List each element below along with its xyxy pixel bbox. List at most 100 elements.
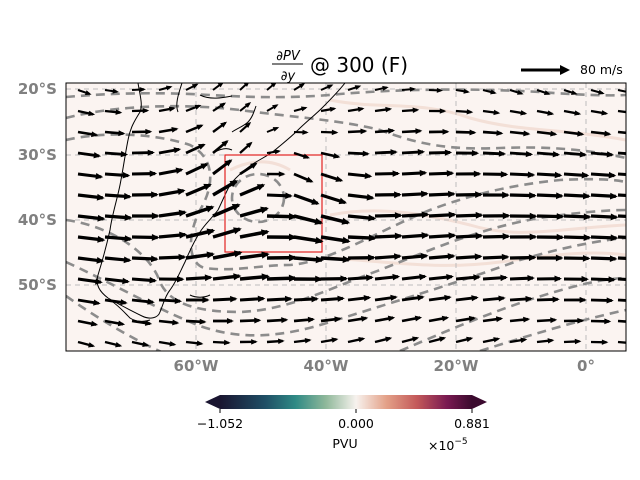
wind-vector-head xyxy=(302,129,309,135)
wind-vector-head xyxy=(84,90,92,95)
wind-vector-head xyxy=(527,171,536,179)
wind-vector-head xyxy=(337,295,345,302)
quiver-key-label: 80 m/s xyxy=(580,62,623,77)
wind-vector-head xyxy=(360,128,368,135)
lon-tick-labels: 60°W 40°W 20°W 0° xyxy=(174,357,595,375)
wind-vector-head xyxy=(394,212,403,219)
wind-vector-head xyxy=(278,171,286,177)
wind-vector-head xyxy=(547,338,555,344)
wind-vector-head xyxy=(245,141,253,149)
wind-vector-head xyxy=(233,227,242,235)
wind-vector-head xyxy=(315,256,324,264)
wind-vector xyxy=(617,214,626,219)
wind-vector xyxy=(617,130,626,135)
wind-vector-head xyxy=(390,294,398,301)
wind-vector xyxy=(617,298,626,302)
wind-vector-head xyxy=(382,85,389,91)
wind-vector-head xyxy=(169,341,177,347)
wind-vector-head xyxy=(288,233,297,241)
wind-vector-head xyxy=(88,110,96,117)
wind-vector-head xyxy=(315,275,324,283)
wind-vector-head xyxy=(581,275,589,283)
wind-vector-head xyxy=(251,339,258,345)
map-frame xyxy=(65,82,627,352)
wind-vector-head xyxy=(250,162,258,169)
lon-tick-0: 0° xyxy=(577,357,595,375)
wind-vector-head xyxy=(448,211,457,219)
wind-vector-head xyxy=(358,336,366,343)
quiver-key: 80 m/s xyxy=(521,62,623,77)
wind-vector-head xyxy=(123,192,132,200)
wind-vector-head xyxy=(409,86,416,92)
wind-vector-head xyxy=(311,295,319,303)
wind-vector-head xyxy=(446,273,454,281)
wind-vector-head xyxy=(200,163,209,170)
wind-vector-head xyxy=(606,297,614,304)
wind-vector-head xyxy=(257,295,266,303)
wind-vector-head xyxy=(300,106,308,112)
wind-vector-head xyxy=(493,109,501,116)
wind-vector-head xyxy=(122,277,130,285)
wind-vector-head xyxy=(581,171,590,179)
map-axes xyxy=(65,82,640,352)
wind-vector-head xyxy=(473,274,481,281)
wind-vector-head xyxy=(288,254,297,262)
wind-vector-head xyxy=(390,149,398,156)
wind-vector-head xyxy=(112,88,119,94)
colorbar-exponent: ×10−5 xyxy=(428,437,468,453)
wind-vector xyxy=(617,151,626,156)
wind-vector-head xyxy=(631,319,638,325)
lon-tick-40w: 40°W xyxy=(304,357,349,375)
wind-vector-head xyxy=(417,149,426,156)
wind-vector-head xyxy=(95,172,104,180)
wind-vector-head xyxy=(466,109,474,115)
wind-vector-head xyxy=(556,213,565,220)
wind-vector-head xyxy=(550,130,558,137)
wind-vector-head xyxy=(191,83,199,89)
wind-vector-head xyxy=(448,232,457,240)
wind-vector-head xyxy=(527,275,535,282)
wind-vector-head xyxy=(469,129,477,136)
wind-vector-head xyxy=(172,319,180,326)
colorbar: −1.052 0.000 0.881 PVU ×10−5 xyxy=(197,395,490,453)
colorbar-bar xyxy=(220,395,472,409)
wind-vector-head xyxy=(628,110,635,115)
wind-vector-head xyxy=(354,85,362,90)
wind-vector xyxy=(617,172,626,177)
wind-vector-head xyxy=(202,296,210,304)
wind-vector-head xyxy=(342,236,351,244)
lat-tick-30s: 30°S xyxy=(18,146,57,164)
wind-vector-head xyxy=(206,251,215,259)
lat-tick-labels: 20°S 30°S 40°S 50°S xyxy=(18,80,57,294)
wind-vector-head xyxy=(601,339,609,345)
wind-vector-head xyxy=(96,193,105,201)
lon-tick-60w: 60°W xyxy=(174,357,219,375)
wind-vector-head xyxy=(145,128,153,135)
wind-vector-head xyxy=(385,106,393,113)
wind-vector-head xyxy=(281,317,289,324)
wind-vector-head xyxy=(176,275,185,283)
colorbar-max-extend xyxy=(472,395,487,409)
wind-vector-head xyxy=(363,295,372,302)
wind-vector-head xyxy=(500,171,509,178)
wind-vector-head xyxy=(304,337,312,344)
wind-vector-head xyxy=(115,342,123,348)
wind-vector-head xyxy=(417,294,425,301)
wind-vector-head xyxy=(385,336,393,342)
wind-vector-head xyxy=(142,341,150,348)
wind-vector-head xyxy=(574,110,582,116)
wind-vector-head xyxy=(124,214,133,221)
wind-vector-head xyxy=(151,233,160,241)
wind-vector-head xyxy=(446,170,455,177)
wind-vector-head xyxy=(412,336,420,342)
wind-vector-head xyxy=(528,254,537,261)
wind-vector-head xyxy=(583,234,592,241)
wind-vector-head xyxy=(636,172,640,179)
wind-vector-head xyxy=(217,83,224,88)
wind-vector-head xyxy=(570,90,578,95)
wind-vector-head xyxy=(420,190,429,198)
wind-vector xyxy=(617,88,626,93)
wind-vector-head xyxy=(608,171,617,179)
wind-vector-head xyxy=(498,295,506,302)
